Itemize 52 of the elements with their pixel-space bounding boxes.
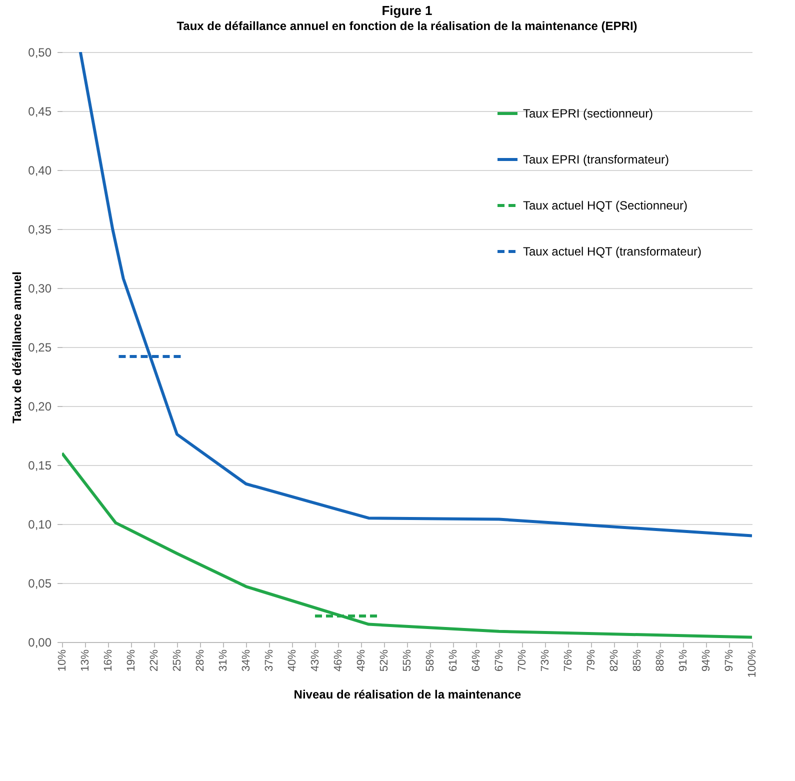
line-series	[78, 52, 752, 538]
x-tick-label: 37%	[264, 649, 276, 672]
x-tick-label: 40%	[286, 649, 298, 672]
legend-label: Taux EPRI (transformateur)	[523, 152, 670, 166]
x-tick-label: 85%	[632, 649, 644, 672]
x-tick-label: 31%	[218, 649, 230, 672]
legend-label: Taux EPRI (sectionneur)	[523, 106, 654, 120]
x-tick-label: 100%	[746, 649, 758, 678]
x-tick-label: 25%	[172, 649, 184, 672]
y-tick-label: 0,50	[28, 46, 52, 60]
chart-subtitle: Taux de défaillance annuel en fonction de la réalisation de la maintenance (EPRI)	[176, 19, 638, 33]
x-tick-label: 22%	[148, 649, 160, 672]
y-tick-label: 0,35	[28, 222, 52, 236]
x-tick-label: 13%	[80, 649, 92, 672]
x-tick-label: 64%	[470, 649, 482, 672]
x-axis-title: Niveau de réalisation de la maintenance	[294, 688, 522, 702]
x-tick-label: 58%	[424, 649, 436, 672]
x-tick-label: 28%	[194, 649, 206, 672]
x-tick-label: 82%	[608, 649, 620, 672]
x-tick-label: 19%	[126, 649, 138, 672]
x-tick-label: 43%	[310, 649, 322, 672]
y-tick-label: 0,25	[28, 340, 52, 354]
y-tick-label: 0,15	[28, 458, 52, 472]
y-tick-label: 0,20	[28, 400, 52, 414]
chart-title: Figure 1	[382, 3, 432, 18]
x-tick-label: 10%	[56, 649, 68, 672]
x-tick-label: 55%	[402, 649, 414, 672]
x-tick-label: 73%	[540, 649, 552, 672]
x-tick-label: 49%	[356, 649, 368, 672]
y-tick-label: 0,05	[28, 576, 52, 590]
y-tick-label: 0,10	[28, 518, 52, 532]
x-tick-label: 67%	[494, 649, 506, 672]
x-tick-label: 79%	[586, 649, 598, 672]
y-axis-title: Taux de défaillance annuel	[10, 272, 24, 424]
x-tick-label: 76%	[562, 649, 574, 672]
y-tick-label: 0,45	[28, 104, 52, 118]
legend-label: Taux actuel HQT (Sectionneur)	[523, 198, 688, 212]
x-tick-label: 70%	[516, 649, 528, 672]
x-tick-label: 46%	[332, 649, 344, 672]
legend-label: Taux actuel HQT (transformateur)	[523, 244, 702, 258]
y-tick-label: 0,40	[28, 164, 52, 178]
x-tick-label: 34%	[240, 649, 252, 672]
y-tick-label: 0,30	[28, 282, 52, 296]
x-tick-label: 61%	[448, 649, 460, 672]
x-tick-label: 91%	[678, 649, 690, 672]
x-tick-label: 97%	[724, 649, 736, 672]
line-series	[62, 452, 752, 639]
x-tick-label: 52%	[378, 649, 390, 672]
x-tick-label: 16%	[102, 649, 114, 672]
y-tick-label: 0,00	[28, 636, 52, 650]
x-tick-label: 88%	[654, 649, 666, 672]
x-tick-label: 94%	[700, 649, 712, 672]
